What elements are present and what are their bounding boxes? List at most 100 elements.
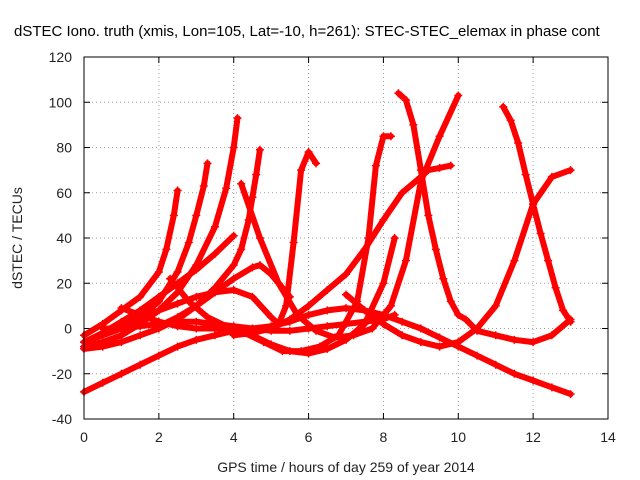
data-point (192, 265, 201, 274)
series-line (81, 187, 181, 339)
series-arc16 (499, 102, 575, 326)
data-point (154, 351, 163, 360)
data-point (342, 270, 350, 279)
data-point (173, 299, 182, 308)
data-point (136, 292, 145, 301)
data-point (233, 114, 242, 123)
data-point (379, 279, 388, 288)
data-point (454, 338, 463, 347)
data-point (360, 319, 369, 328)
data-point (390, 234, 399, 242)
data-point (173, 267, 182, 276)
y-tick-label: 0 (64, 321, 72, 337)
data-point (360, 245, 369, 254)
ticks (83, 56, 609, 420)
data-point (154, 267, 163, 276)
data-point (510, 335, 519, 344)
data-point (473, 326, 481, 335)
data-point (431, 245, 440, 254)
data-point (394, 89, 403, 98)
data-point (547, 331, 556, 340)
data-point (98, 378, 107, 387)
data-point (401, 95, 410, 104)
data-point (267, 324, 276, 333)
data-point (192, 211, 201, 220)
data-point (547, 383, 556, 392)
plot-frame (83, 56, 609, 420)
data-point (401, 256, 410, 265)
data-point (544, 256, 553, 265)
data-point (297, 347, 306, 356)
y-tick-label: -40 (52, 411, 72, 427)
data-point (416, 324, 425, 333)
data-point (547, 172, 556, 181)
data-point (285, 315, 294, 324)
data-point (117, 331, 126, 340)
data-point (289, 238, 298, 247)
data-point (499, 102, 508, 111)
data-point (312, 159, 321, 168)
data-point (173, 186, 182, 195)
data-point (192, 317, 201, 326)
data-point (267, 313, 276, 322)
data-point (521, 170, 530, 179)
data-point (293, 310, 302, 319)
data-point (379, 319, 388, 328)
data-point (566, 390, 575, 399)
data-point (559, 306, 568, 315)
data-point (435, 132, 444, 141)
data-point (323, 306, 332, 315)
data-point (304, 148, 313, 157)
data-point (192, 324, 201, 333)
data-point (136, 331, 145, 340)
data-point (510, 369, 519, 378)
data-point (312, 326, 321, 335)
x-tick-label: 2 (155, 429, 163, 445)
data-point (491, 360, 500, 369)
data-point (491, 331, 500, 340)
data-point (192, 292, 201, 301)
data-point (259, 338, 268, 347)
data-point (98, 342, 107, 351)
data-point (229, 231, 238, 240)
data-point (371, 161, 380, 170)
data-point (154, 292, 163, 301)
data-point (248, 263, 257, 272)
x-tick-label: 0 (80, 429, 88, 445)
data-point (386, 301, 395, 310)
x-tick-label: 4 (230, 429, 238, 445)
data-point (506, 116, 515, 125)
data-point (379, 215, 388, 224)
data-point (211, 331, 219, 340)
x-tick-label: 10 (450, 429, 466, 445)
data-point (473, 351, 481, 360)
data-point (117, 338, 126, 347)
data-point (491, 301, 500, 310)
data-point (162, 245, 171, 254)
data-point (398, 317, 407, 326)
data-point (566, 166, 575, 175)
data-point (315, 342, 324, 351)
data-point (529, 338, 538, 347)
data-point (435, 342, 444, 351)
series-line (343, 167, 574, 350)
data-point (446, 161, 455, 170)
data-point (203, 313, 212, 322)
data-point (229, 143, 238, 152)
x-tick-label: 14 (600, 429, 616, 445)
data-point (166, 274, 175, 283)
data-point (514, 138, 523, 147)
x-tick-label: 8 (380, 429, 388, 445)
data-point (211, 249, 219, 258)
data-point (192, 335, 201, 344)
data-point (416, 338, 425, 347)
data-point (416, 166, 425, 175)
data-point (211, 222, 219, 231)
data-point (255, 261, 264, 270)
data-point (229, 261, 238, 270)
data-point (222, 322, 231, 331)
data-point (435, 333, 444, 342)
y-tick-label: 40 (56, 230, 72, 246)
data-point (117, 369, 126, 378)
